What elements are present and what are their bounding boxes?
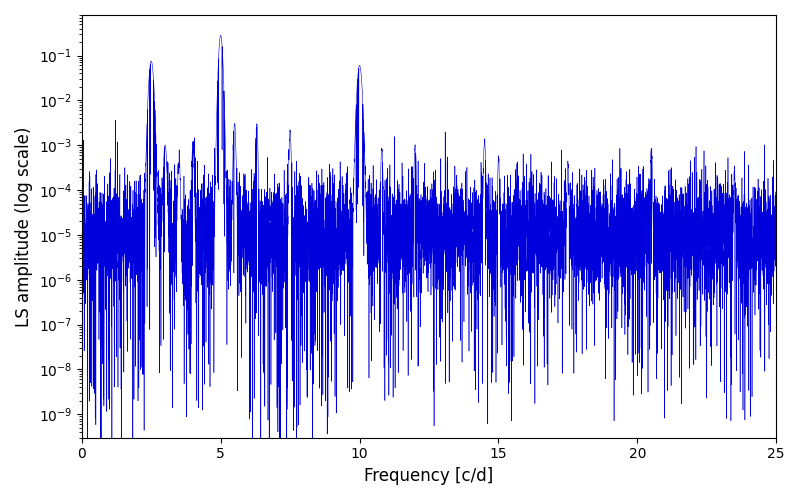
X-axis label: Frequency [c/d]: Frequency [c/d] — [364, 467, 494, 485]
Y-axis label: LS amplitude (log scale): LS amplitude (log scale) — [15, 126, 33, 326]
